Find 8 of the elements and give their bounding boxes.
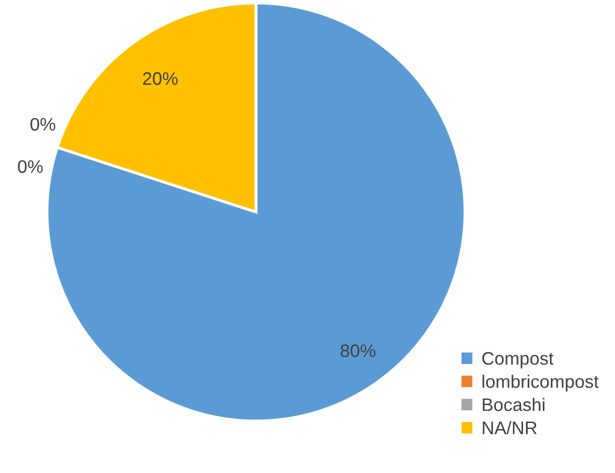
legend-label: Compost (482, 352, 554, 368)
data-label: 20% (143, 72, 178, 85)
data-label: 80% (340, 344, 376, 358)
legend-label: lombricompost (482, 374, 599, 392)
text: 0% (30, 118, 56, 131)
text: 0% (18, 160, 43, 173)
legend-label: Bocashi (482, 398, 544, 412)
legend-label: NA/NR (482, 421, 537, 434)
